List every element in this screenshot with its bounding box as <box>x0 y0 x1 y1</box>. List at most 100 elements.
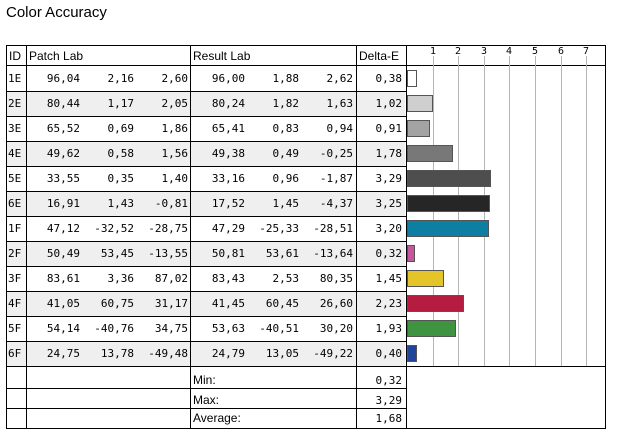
delta-e-value: 1,78 <box>375 147 403 160</box>
table-frame <box>6 45 606 429</box>
patch-lab-value: 1,17 <box>107 97 135 110</box>
row-id: 4E <box>8 147 22 160</box>
delta-e-bar <box>407 270 445 287</box>
column-divider <box>190 45 191 366</box>
grid-line <box>561 56 562 366</box>
result-lab-value: 24,79 <box>211 347 245 360</box>
patch-lab-value: -40,76 <box>94 322 134 335</box>
patch-lab-value: -32,52 <box>94 222 134 235</box>
result-lab-value: -25,33 <box>259 222 299 235</box>
result-lab-value: -28,51 <box>313 222 353 235</box>
patch-lab-value: 16,91 <box>46 197 80 210</box>
delta-e-value: 0,91 <box>375 122 403 135</box>
summary-average-label: Average: <box>193 411 241 425</box>
x-tick-label: 5 <box>532 46 539 57</box>
delta-e-value: 3,25 <box>375 197 403 210</box>
patch-lab-value: -49,48 <box>148 347 188 360</box>
result-lab-value: 96,00 <box>211 72 245 85</box>
row-divider <box>6 166 406 167</box>
result-lab-value: 0,96 <box>272 172 300 185</box>
row-id: 3E <box>8 122 22 135</box>
delta-e-value: 3,29 <box>375 172 403 185</box>
row-divider <box>6 241 406 242</box>
result-lab-value: -4,37 <box>319 197 353 210</box>
delta-e-value: 0,40 <box>375 347 403 360</box>
row-id: 2F <box>8 247 22 260</box>
row-id: 3F <box>8 272 22 285</box>
row-divider <box>6 316 406 317</box>
summary-min-value: 0,32 <box>375 374 403 387</box>
delta-e-value: 1,93 <box>375 322 403 335</box>
patch-lab-value: 1,40 <box>161 172 189 185</box>
header-divider <box>6 65 606 66</box>
summary-column-divider <box>356 366 357 429</box>
delta-e-value: 0,38 <box>375 72 403 85</box>
result-lab-value: 0,83 <box>272 122 300 135</box>
summary-column-divider <box>406 366 407 429</box>
delta-e-value: 3,20 <box>375 222 403 235</box>
row-id: 6F <box>8 347 22 360</box>
result-lab-value: -13,64 <box>313 247 353 260</box>
column-divider <box>26 45 27 366</box>
column-divider <box>356 45 357 366</box>
row-divider <box>6 216 406 217</box>
result-lab-value: 49,38 <box>211 147 245 160</box>
patch-lab-value: 3,36 <box>107 272 135 285</box>
patch-lab-value: 0,69 <box>107 122 135 135</box>
row-shade <box>7 292 405 316</box>
delta-e-bar <box>407 170 492 187</box>
summary-max-label: Max: <box>193 393 220 407</box>
delta-e-value: 0,32 <box>375 247 403 260</box>
result-lab-value: 83,43 <box>211 272 245 285</box>
patch-lab-value: 41,05 <box>46 297 80 310</box>
row-shade <box>7 92 405 116</box>
patch-lab-value: 24,75 <box>46 347 80 360</box>
patch-lab-value: -28,75 <box>148 222 188 235</box>
row-divider <box>6 266 406 267</box>
patch-lab-value: 50,49 <box>46 247 80 260</box>
result-lab-value: 53,63 <box>211 322 245 335</box>
x-tick-label: 4 <box>506 46 513 57</box>
result-lab-value: 0,94 <box>326 122 354 135</box>
delta-e-bar <box>407 70 417 87</box>
result-lab-value: 1,88 <box>272 72 300 85</box>
table-bottom-divider <box>6 366 606 367</box>
summary-min-label: Min: <box>193 373 216 387</box>
patch-lab-value: -13,55 <box>148 247 188 260</box>
patch-lab-value: 2,60 <box>161 72 189 85</box>
row-id: 6E <box>8 197 22 210</box>
result-lab-value: 1,45 <box>272 197 300 210</box>
patch-lab-value: 1,56 <box>161 147 189 160</box>
result-lab-value: -1,87 <box>319 172 353 185</box>
result-lab-value: 17,52 <box>211 197 245 210</box>
result-lab-value: 60,45 <box>265 297 299 310</box>
row-shade <box>7 342 405 366</box>
x-tick-label: 6 <box>558 46 565 57</box>
result-lab-value: 0,49 <box>272 147 300 160</box>
patch-lab-value: 47,12 <box>46 222 80 235</box>
delta-e-bar <box>407 295 465 312</box>
patch-lab-value: 34,75 <box>154 322 188 335</box>
grid-line <box>586 56 587 366</box>
row-shade <box>7 242 405 266</box>
patch-lab-value: 31,17 <box>154 297 188 310</box>
header-patch-lab: Patch Lab <box>29 49 84 63</box>
row-shade <box>7 192 405 216</box>
patch-lab-value: 83,61 <box>46 272 80 285</box>
delta-e-bar <box>407 220 489 237</box>
patch-lab-value: 54,14 <box>46 322 80 335</box>
row-divider <box>6 91 406 92</box>
patch-lab-value: -0,81 <box>154 197 188 210</box>
page-title: Color Accuracy <box>6 4 107 21</box>
row-id: 1F <box>8 222 22 235</box>
result-lab-value: 80,24 <box>211 97 245 110</box>
result-lab-value: -0,25 <box>319 147 353 160</box>
patch-lab-value: 0,58 <box>107 147 135 160</box>
result-lab-value: 80,35 <box>319 272 353 285</box>
header-id: ID <box>9 49 21 63</box>
patch-lab-value: 53,45 <box>100 247 134 260</box>
x-tick-label: 7 <box>583 46 590 57</box>
row-divider <box>6 141 406 142</box>
column-divider <box>406 45 407 366</box>
delta-e-bar <box>407 95 434 112</box>
